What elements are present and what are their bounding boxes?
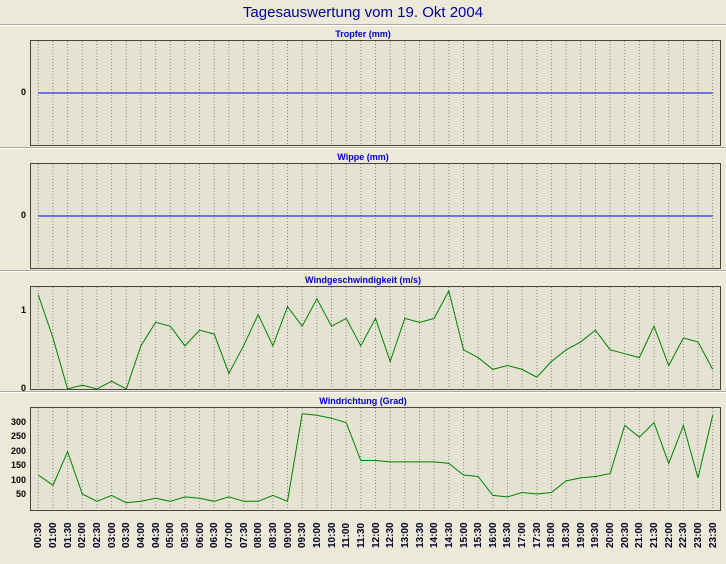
x-axis-label: 22:30	[678, 522, 690, 548]
x-axis-label: 13:30	[414, 522, 426, 548]
x-axis-label: 08:30	[267, 522, 279, 548]
x-axis-label: 09:00	[282, 522, 294, 548]
y-axis-tick-label: 50	[15, 489, 26, 499]
plot-windrichtung	[30, 407, 721, 511]
y-axis-tick-label: 300	[10, 417, 26, 427]
x-axis-label: 19:30	[590, 522, 602, 548]
y-axis-tick-label: 0	[20, 210, 26, 220]
x-axis-label: 22:00	[663, 522, 675, 548]
x-axis-label: 16:00	[487, 522, 499, 548]
x-axis-label: 07:00	[223, 522, 235, 548]
data-line	[37, 289, 714, 389]
plot-wippe	[30, 163, 721, 269]
x-axis-label: 23:30	[707, 522, 719, 548]
x-axis-label: 02:00	[77, 522, 89, 548]
y-axis-tropfer: 0	[0, 40, 30, 146]
x-axis-label: 12:30	[385, 522, 397, 548]
x-axis-label: 21:00	[634, 522, 646, 548]
y-axis-tick-label: 1	[20, 305, 26, 315]
x-axis-label: 04:00	[135, 522, 147, 548]
x-axis-label: 08:00	[253, 522, 265, 548]
x-axis-label: 05:00	[165, 522, 177, 548]
plot-canvas	[37, 287, 714, 389]
plot-windgeschwindigkeit	[30, 286, 721, 390]
plot-canvas	[37, 408, 714, 510]
x-axis-label: 10:30	[326, 522, 338, 548]
page-title: Tagesauswertung vom 19. Okt 2004	[242, 4, 484, 21]
separator	[0, 270, 726, 272]
chart-title-windgeschwindigkeit: Windgeschwindigkeit (m/s)	[305, 275, 421, 285]
x-axis-label: 15:00	[458, 522, 470, 548]
x-axis-label: 07:30	[238, 522, 250, 548]
x-axis-label: 01:30	[62, 522, 74, 548]
x-axis-labels: 00:30 01:00 01:30 02:00 02:30 03:00 03:30 04:00…	[0, 512, 726, 564]
x-axis-label: 11:00	[341, 522, 353, 548]
x-axis-label: 09:30	[297, 522, 309, 548]
x-axis-label: 17:00	[517, 522, 529, 548]
x-axis-label: 12:00	[370, 522, 382, 548]
x-axis-label: 11:30	[355, 522, 367, 548]
x-axis-label: 18:00	[546, 522, 558, 548]
x-axis-label: 16:30	[502, 522, 514, 548]
x-axis-label: 21:30	[649, 522, 660, 548]
x-axis-label: 15:30	[473, 522, 485, 548]
x-axis-label: 04:30	[150, 522, 162, 548]
x-axis-label: 03:00	[106, 522, 118, 548]
separator	[0, 147, 726, 149]
x-axis-label: 06:00	[194, 522, 206, 548]
x-axis-label: 13:00	[399, 522, 411, 548]
separator	[0, 24, 726, 26]
chart-title-wippe: Wippe (mm)	[337, 152, 389, 162]
panel-windrichtung: Windrichtung (Grad) 50 100 150 200 250 300	[0, 393, 726, 512]
chart-row-wippe: 0	[0, 163, 726, 269]
x-axis-label: 14:00	[429, 522, 441, 548]
y-axis-windrichtung: 50 100 150 200 250 300	[0, 407, 30, 511]
x-axis-label: 10:00	[311, 522, 323, 548]
plot-canvas	[37, 164, 714, 268]
y-axis-wippe: 0	[0, 163, 30, 269]
separator	[0, 391, 726, 393]
y-axis-tick-label: 0	[20, 87, 26, 97]
x-axis-label: 03:30	[121, 522, 133, 548]
plot-tropfer	[30, 40, 721, 146]
x-axis-label: 23:00	[693, 522, 704, 548]
y-axis-tick-label: 0	[20, 383, 26, 393]
x-axis-label: 05:30	[179, 522, 191, 548]
chart-title-tropfer: Tropfer (mm)	[335, 29, 391, 39]
chart-title-windrichtung: Windrichtung (Grad)	[319, 396, 407, 406]
x-axis-label: 17:30	[531, 522, 543, 548]
x-axis-label: 19:00	[575, 522, 587, 548]
chart-row-windrichtung: 50 100 150 200 250 300	[0, 407, 726, 511]
x-axis-label: 20:00	[605, 522, 617, 548]
x-axis-label: 20:30	[619, 522, 631, 548]
x-axis-label: 02:30	[92, 522, 103, 548]
chart-row-tropfer: 0	[0, 40, 726, 146]
y-axis-tick-label: 250	[10, 431, 26, 441]
x-axis-label: 00:30	[33, 522, 45, 548]
y-axis-tick-label: 100	[10, 475, 26, 485]
y-axis-tick-label: 150	[10, 460, 26, 470]
y-axis-tick-label: 200	[10, 446, 26, 456]
data-line	[38, 413, 714, 504]
x-axis-label: 14:30	[443, 522, 455, 548]
x-axis-label: 01:00	[48, 522, 59, 548]
x-axis-label: 06:30	[209, 522, 221, 548]
panel-wippe: Wippe (mm) 0	[0, 149, 726, 270]
plot-canvas	[37, 41, 714, 145]
panel-tropfer: Tropfer (mm) 0	[0, 26, 726, 147]
x-axis-label: 18:30	[561, 522, 573, 548]
